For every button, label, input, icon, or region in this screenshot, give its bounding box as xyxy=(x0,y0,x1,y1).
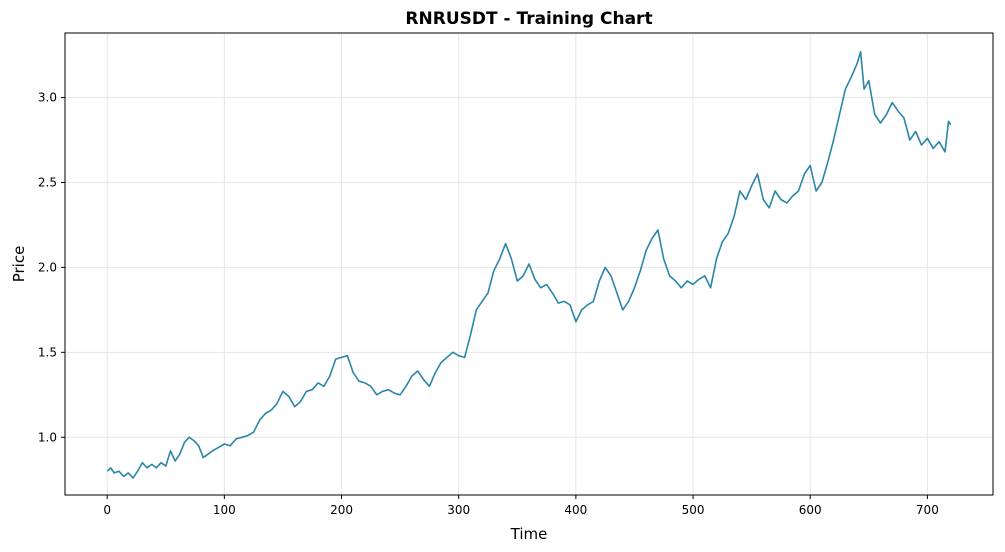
x-tick-label: 200 xyxy=(330,503,353,517)
x-tick-label: 600 xyxy=(799,503,822,517)
x-tick-label: 0 xyxy=(103,503,111,517)
price-series-line xyxy=(106,50,952,479)
x-tick-label: 300 xyxy=(447,503,470,517)
y-tick-label: 3.0 xyxy=(38,91,57,105)
x-axis-label: Time xyxy=(510,525,548,543)
x-tick-label: 400 xyxy=(564,503,587,517)
y-axis-label: Price xyxy=(10,246,28,283)
series-layer xyxy=(106,50,952,479)
y-tick-label: 1.0 xyxy=(38,430,57,444)
plot-area-frame xyxy=(64,32,994,496)
chart-title: RNRUSDT - Training Chart xyxy=(405,9,652,29)
y-tick-label: 2.5 xyxy=(38,175,57,189)
y-tick-label: 1.5 xyxy=(38,345,57,359)
x-tick-label: 100 xyxy=(213,503,236,517)
axis-ticks: 0 100 200 300 400 500 600 700 1.0 1.5 2.0 2.5 3.0 xyxy=(38,91,939,517)
x-tick-label: 500 xyxy=(682,503,705,517)
x-tick-label: 700 xyxy=(916,503,939,517)
y-tick-label: 2.0 xyxy=(38,260,57,274)
grid xyxy=(65,33,993,495)
